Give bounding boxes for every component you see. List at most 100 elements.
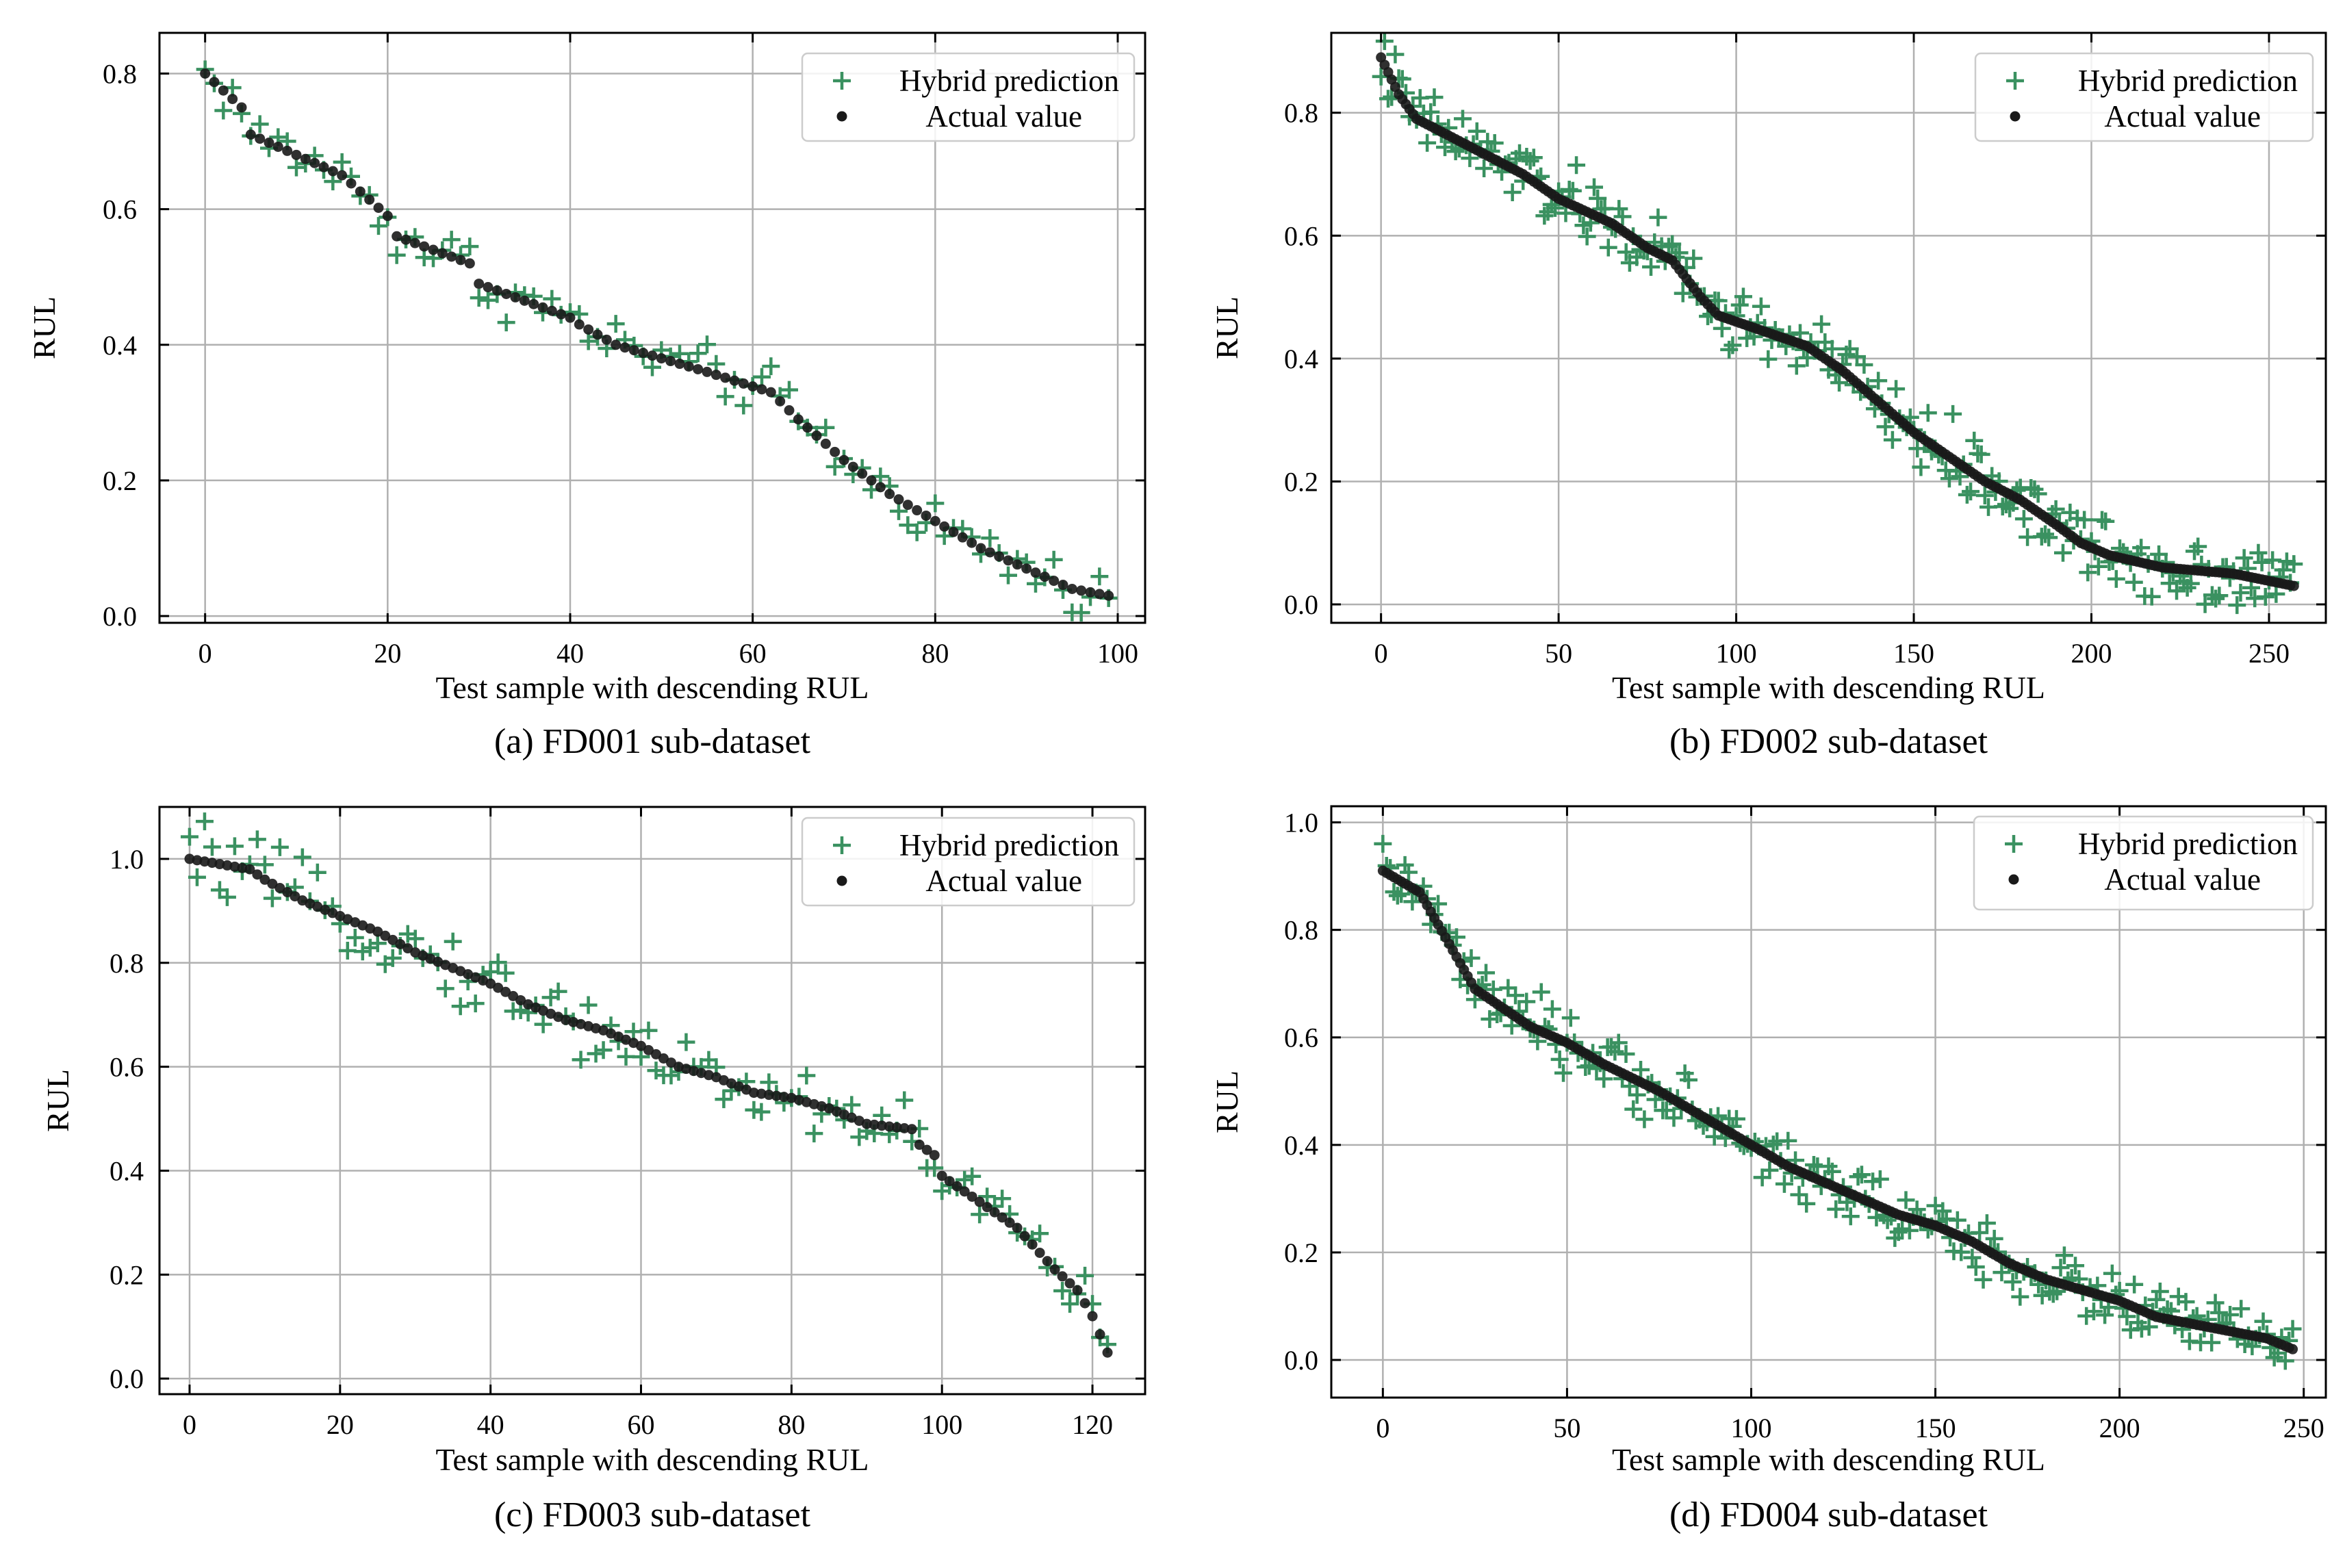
legend-marker-prediction (2006, 72, 2024, 90)
prediction-point (248, 830, 266, 849)
legend-label-prediction: Hybrid prediction (899, 64, 1119, 98)
x-axis-title: Test sample with descending RUL (1612, 1442, 2045, 1477)
legend-label-prediction: Hybrid prediction (899, 828, 1119, 862)
legend-box (1974, 52, 2314, 142)
prediction-point (2089, 557, 2107, 576)
y-axis-title: RUL (27, 296, 62, 359)
prediction-point (1585, 178, 1604, 196)
actual-point (515, 994, 526, 1005)
prediction-point (442, 231, 461, 249)
prediction-point (1713, 319, 1731, 337)
prediction-point (760, 1073, 778, 1092)
prediction-point (1617, 243, 1635, 261)
actual-point (748, 1088, 759, 1098)
prediction-point (1461, 149, 1479, 168)
prediction-point (1855, 356, 1873, 374)
prediction-point (470, 289, 488, 307)
prediction-point (466, 994, 485, 1013)
actual-point (876, 1120, 887, 1131)
prediction-point (1517, 992, 1536, 1011)
prediction-point (606, 315, 625, 333)
prediction-point (353, 942, 372, 961)
actual-point (921, 510, 932, 521)
prediction-point (1617, 1045, 1635, 1064)
prediction-point (1790, 1185, 1808, 1204)
prediction-point (368, 934, 387, 953)
actual-point (869, 1119, 880, 1130)
actual-point (936, 1170, 947, 1181)
prediction-point (2232, 1300, 2251, 1318)
prediction-point (263, 889, 281, 908)
x-tick-label: 150 (1915, 1413, 1956, 1443)
x-tick-label: 0 (1376, 1413, 1389, 1443)
actual-point (1049, 1264, 1060, 1275)
actual-point (702, 366, 713, 377)
prediction-point (180, 827, 198, 846)
prediction-point (1852, 1166, 1871, 1184)
actual-point (209, 77, 220, 88)
prediction-point (1887, 380, 1906, 398)
legend-label-actual: Actual value (2104, 862, 2261, 897)
actual-point (1021, 563, 1032, 574)
prediction-point (1422, 103, 1440, 121)
prediction-point (497, 313, 515, 332)
prediction-point (2249, 543, 2268, 562)
prediction-point (2084, 1302, 2103, 1321)
x-axis-title: Test sample with descending RUL (1612, 670, 2045, 705)
prediction-point (2235, 549, 2253, 567)
prediction-point (999, 566, 1017, 584)
prediction-point (1543, 1000, 1561, 1018)
actual-point (565, 312, 576, 323)
plot-frame (158, 806, 1146, 1396)
actual-point (929, 1150, 940, 1161)
actual-point (373, 203, 384, 214)
actual-point (318, 162, 329, 172)
actual-point (658, 1053, 669, 1064)
prediction-point (1963, 1248, 1982, 1267)
x-tick-label: 0 (198, 638, 212, 669)
actual-point (793, 414, 804, 425)
prediction-point (2044, 1285, 2062, 1303)
prediction-point (1823, 339, 1841, 358)
y-axis-title: RUL (1209, 296, 1244, 359)
axis-ticks (1331, 806, 2326, 1398)
prediction-point (2246, 589, 2264, 608)
prediction-point (1624, 1100, 1643, 1118)
actual-point (464, 258, 475, 269)
actual-point (272, 141, 283, 152)
grid-lines (1331, 33, 2326, 623)
y-tick-label: 1.0 (1284, 808, 1318, 838)
actual-point (510, 292, 521, 303)
prediction-point (1031, 1224, 1049, 1243)
prediction-point (1609, 1033, 1628, 1052)
prediction-point (624, 1023, 643, 1041)
actual-point (948, 526, 959, 537)
actual-point (455, 255, 466, 266)
actual-point (227, 94, 238, 105)
y-tick-label: 1.0 (110, 844, 144, 875)
actual-point (337, 170, 348, 181)
prediction-point (2118, 1307, 2136, 1326)
actual-point (218, 85, 229, 96)
prediction-point (2274, 561, 2292, 579)
prediction-point (1948, 1211, 1966, 1229)
prediction-point (451, 997, 470, 1016)
y-tick-label: 0.4 (103, 330, 137, 361)
actual-point (1012, 559, 1023, 570)
actual-point (820, 438, 831, 449)
prediction-point (2254, 1312, 2272, 1331)
legend-box (801, 52, 1136, 142)
prediction-point (1090, 567, 1109, 586)
x-tick-label: 20 (326, 1409, 354, 1440)
actual-point (364, 194, 375, 205)
actual-point (1094, 589, 1105, 600)
prediction-point (1503, 183, 1522, 201)
actual-point (395, 938, 406, 949)
actual-point (1042, 1256, 1053, 1267)
prediction-point (1827, 1200, 1845, 1218)
prediction-point (1670, 244, 1689, 262)
prediction-point (2097, 512, 2115, 530)
prediction-point (1589, 189, 1607, 207)
prediction-point (1599, 238, 1617, 257)
